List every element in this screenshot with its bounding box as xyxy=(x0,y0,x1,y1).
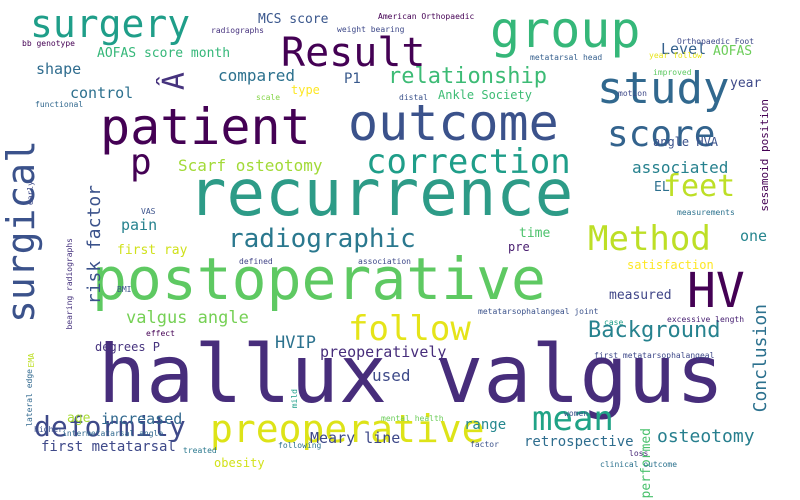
word-pre: pre xyxy=(508,240,530,254)
word-preoperative: preoperative xyxy=(210,407,485,451)
word-feet: feet xyxy=(663,169,736,204)
word-excessive-length: excessive length xyxy=(667,315,745,324)
word-case: case xyxy=(604,318,624,327)
word-aofas-score-month: AOFAS score month xyxy=(97,46,231,61)
word-aofas: AOFAS xyxy=(713,44,753,59)
word-scale: scale xyxy=(256,93,281,102)
word-mental-health: mental health xyxy=(381,414,444,423)
word-increased: increased xyxy=(101,410,183,428)
word-ankle-society: Ankle Society xyxy=(438,88,532,102)
word-score: score xyxy=(607,114,716,155)
word-method: Method xyxy=(588,219,711,259)
word-type: type xyxy=(291,83,320,97)
word-one: one xyxy=(740,227,768,245)
word-factor: factor xyxy=(470,440,499,449)
word-osteotomy: osteotomy xyxy=(657,426,755,447)
word-effect: effect xyxy=(146,329,175,338)
word-higher: higher xyxy=(34,425,63,434)
word-metatarsal-head: metatarsal head xyxy=(530,53,603,62)
word-clinical-outcome: clinical outcome xyxy=(600,460,678,469)
word-retrospective: retrospective xyxy=(524,434,634,450)
word-first-metatarsophalangeal: first metatarsophalangeal xyxy=(594,351,715,360)
word-conclusion: Conclusion xyxy=(750,304,771,413)
word-sesamoid-position: sesamoid position xyxy=(758,99,771,212)
word-postoperative: postoperative xyxy=(92,245,546,313)
word-control: control xyxy=(70,84,134,102)
word-year-follow: year follow xyxy=(649,51,702,60)
word-lateral-edge: lateral edge xyxy=(25,369,34,427)
word-pain: pain xyxy=(121,216,158,234)
word-scarf-osteotomy: Scarf osteotomy xyxy=(178,156,323,175)
word-follow: follow xyxy=(348,309,471,349)
word-outcome: outcome xyxy=(348,94,559,152)
word-p1: P1 xyxy=(344,71,361,87)
word-measurements: measurements xyxy=(677,208,735,217)
word-surgical: surgical xyxy=(0,140,43,324)
word-associated: associated xyxy=(632,158,729,177)
word-age: age xyxy=(67,411,91,426)
word-bearing-radiographs: bearing radiographs xyxy=(65,238,74,330)
word-preoperatively: preoperatively xyxy=(320,343,447,361)
word-defined: defined xyxy=(239,257,273,266)
word-used: used xyxy=(372,366,411,385)
word-loss: loss xyxy=(629,449,649,458)
word-meary-line: Meary line xyxy=(310,429,401,447)
word-association: association xyxy=(358,257,411,266)
word-ema: EMA xyxy=(27,353,36,368)
word-result: Result xyxy=(281,30,426,76)
word-first-ray: first ray xyxy=(117,243,188,258)
word-bmi: BMI xyxy=(117,285,132,294)
word-radiographs: radiographs xyxy=(211,26,264,35)
word-mcs-score: MCS score xyxy=(258,12,329,27)
word-bb-genotype: bb genotype xyxy=(22,39,75,48)
word-background: Background xyxy=(588,318,721,343)
word-el: EL xyxy=(654,180,670,195)
word-mean: mean xyxy=(532,399,614,439)
word-radiographic: radiographic xyxy=(228,224,416,254)
word-word: Â xyxy=(157,72,192,91)
word-study: study xyxy=(597,63,730,114)
word-metatarsophalangeal-joint: metatarsophalangeal joint xyxy=(478,307,599,316)
word-early: early xyxy=(26,181,35,206)
word-level: Level xyxy=(661,40,707,58)
word-satisfaction: satisfaction xyxy=(627,258,714,272)
word-p: p xyxy=(130,142,152,183)
word-hvip: HVIP xyxy=(275,333,316,353)
word-range: range xyxy=(464,417,507,433)
word-following: following xyxy=(278,441,322,450)
word-improved: improved xyxy=(653,68,692,77)
word-shape: shape xyxy=(36,60,82,78)
word-surgery: surgery xyxy=(30,2,191,46)
word-year: year xyxy=(730,76,762,91)
word-women: women xyxy=(564,409,589,418)
word-hv: HV xyxy=(687,263,745,319)
word-treated: treated xyxy=(183,446,217,455)
word-intermetatarsal-angle: intermetatarsal angle xyxy=(62,429,164,438)
word-hallux-valgus: hallux valgus xyxy=(98,328,725,421)
word-relationship: relationship xyxy=(388,64,547,89)
word-vas: VAS xyxy=(141,207,156,216)
word-group: group xyxy=(490,1,641,59)
word-obesity: obesity xyxy=(214,456,265,470)
word-risk-factor: risk factor xyxy=(84,185,105,305)
word-compared: compared xyxy=(218,66,296,85)
word-first-metatarsal: first metatarsal xyxy=(41,439,176,455)
word-american-orthopaedic: American Orthopaedic xyxy=(378,12,475,21)
word-recurrence: recurrence xyxy=(188,157,574,231)
word-weight-bearing: weight bearing xyxy=(337,25,405,34)
word-measured: measured xyxy=(609,288,672,303)
word-correction: correction xyxy=(366,142,571,182)
word-orthopaedic-foot: Orthopaedic Foot xyxy=(677,37,755,46)
word-angle-hva: angle HVA xyxy=(653,135,719,149)
word-patient: patient xyxy=(100,98,311,156)
word-degrees-p: degrees P xyxy=(95,340,161,354)
word-motion: motion xyxy=(618,89,647,98)
word-time: time xyxy=(519,226,551,241)
word-mild: mild xyxy=(290,389,299,409)
word-valgus-angle: valgus angle xyxy=(126,308,249,328)
word-deformity: deformity xyxy=(34,410,186,443)
word-distal: distal xyxy=(399,93,428,102)
word-functional: functional xyxy=(35,100,84,109)
